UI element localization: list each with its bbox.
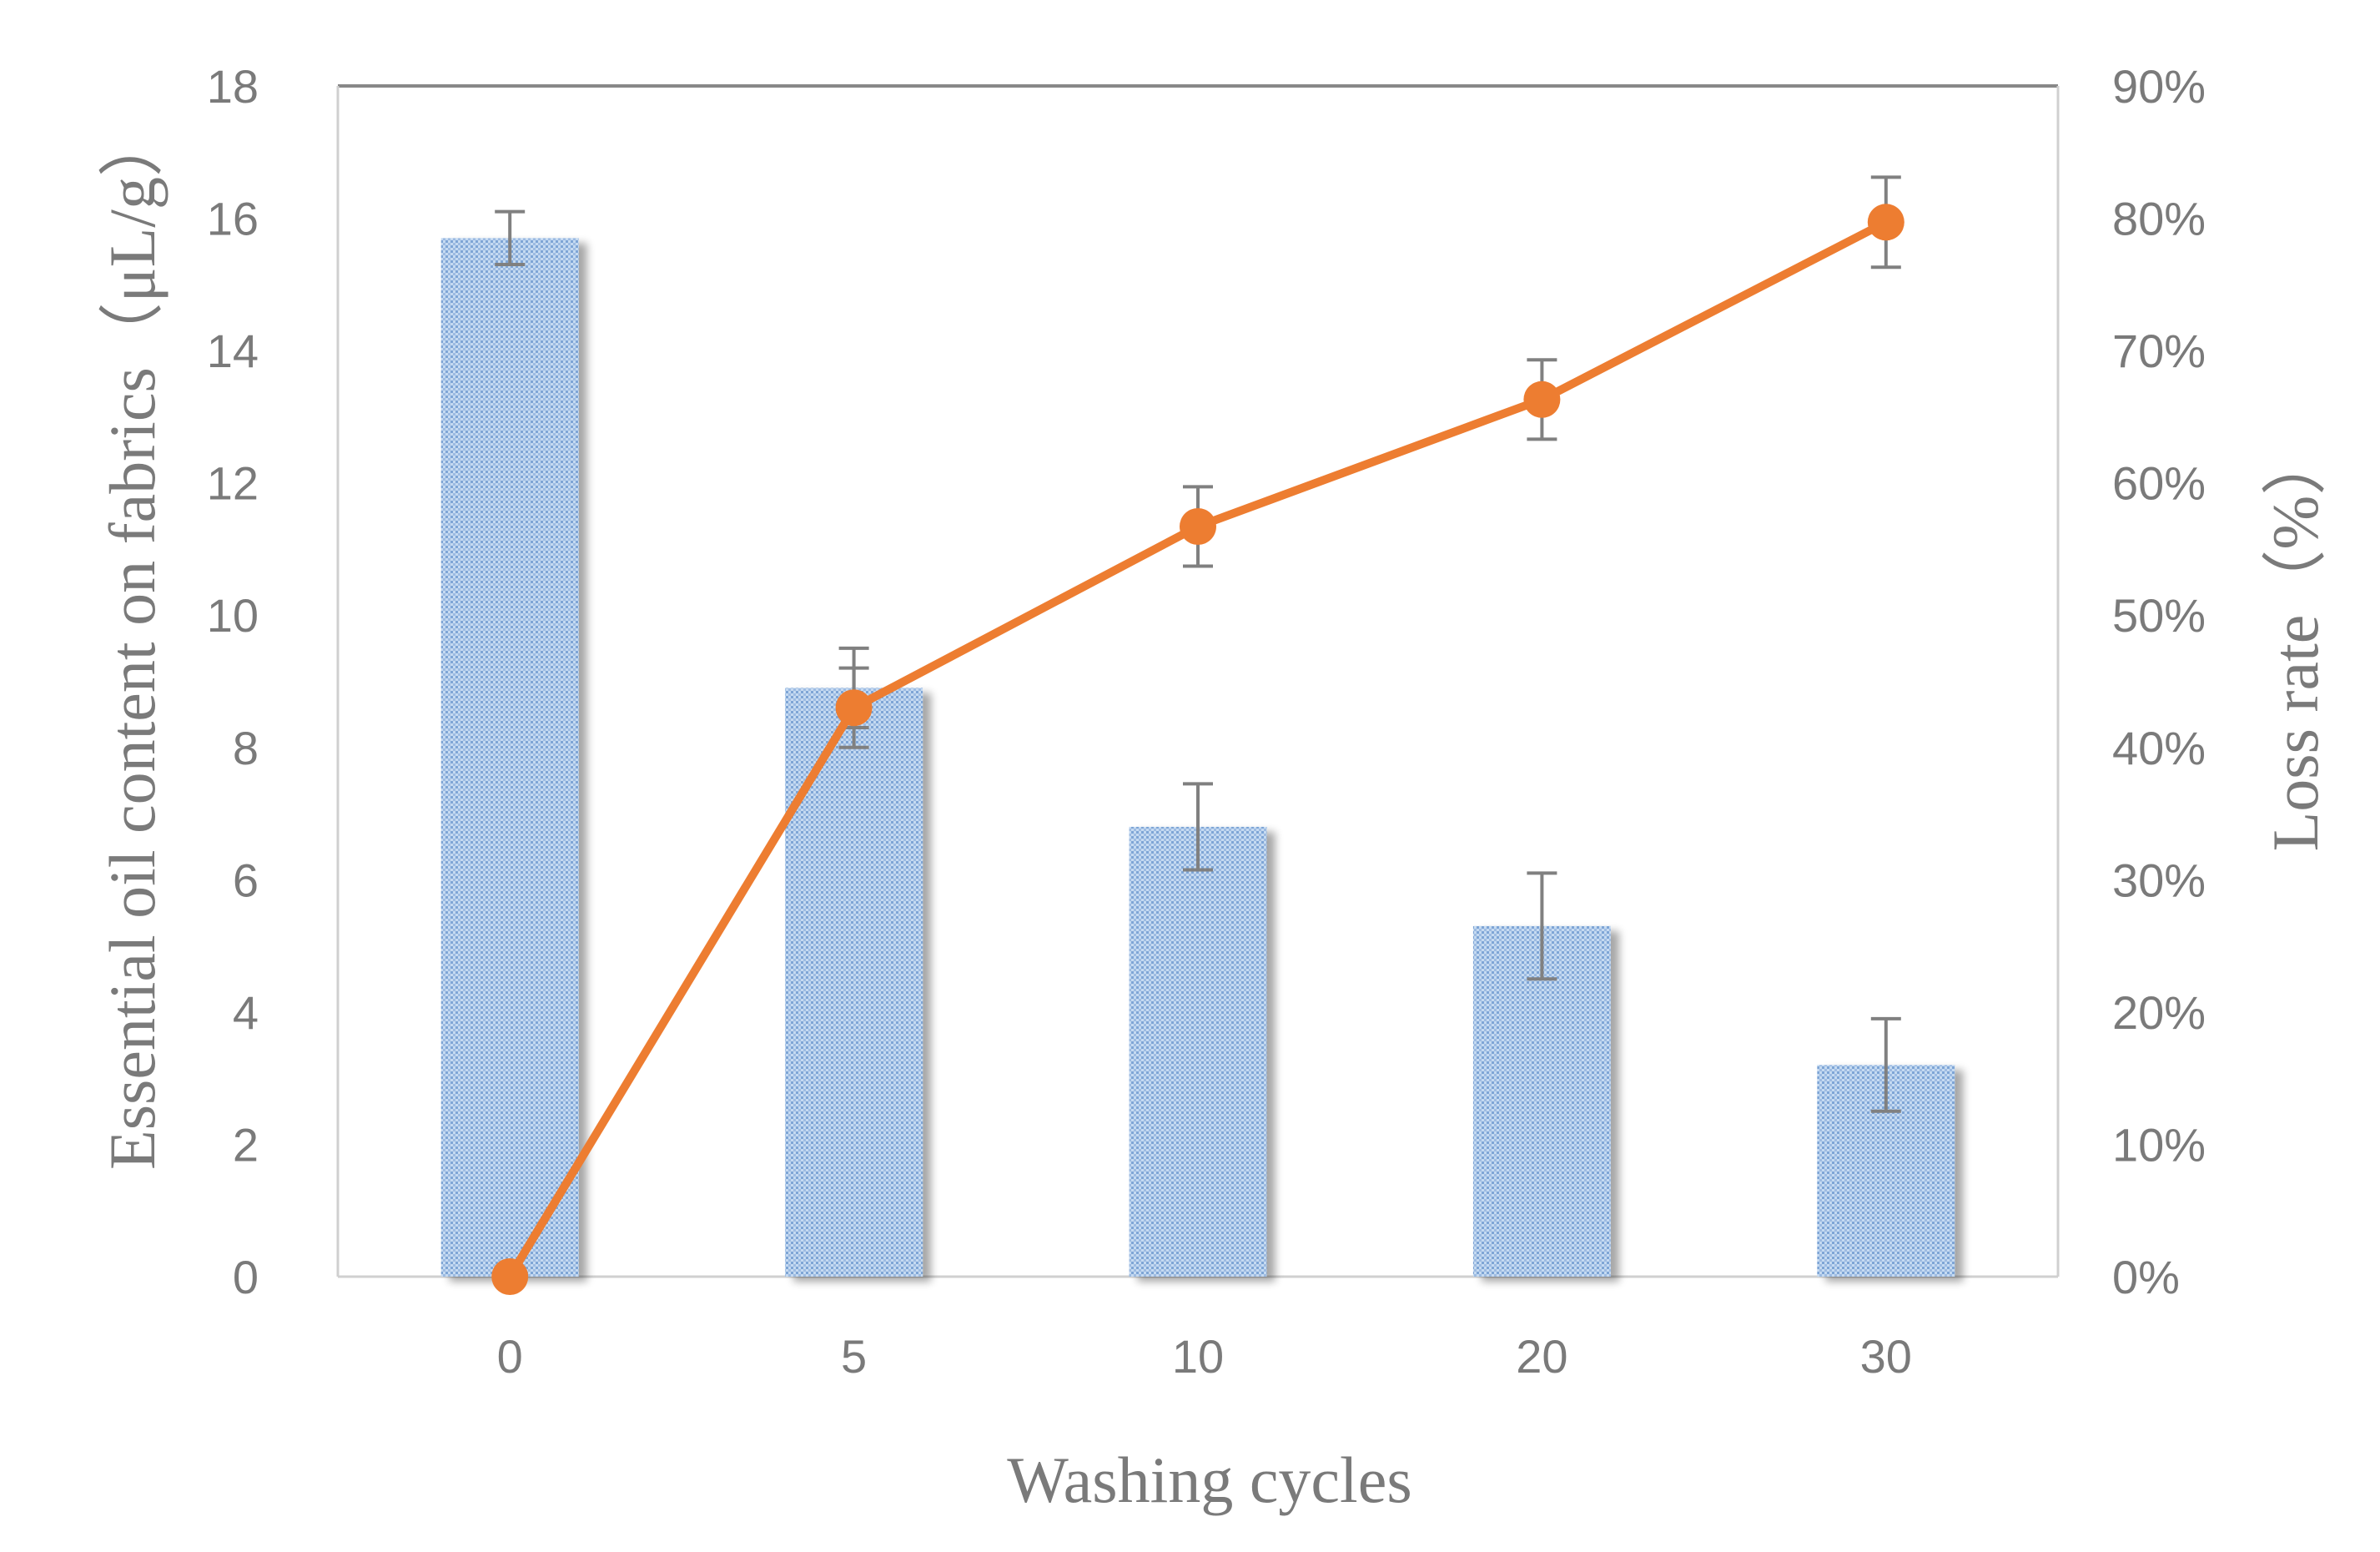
left-y-axis-title: Essential oil content on fabrics（μL/g）	[96, 112, 169, 1170]
right-y-tick-label: 60%	[2112, 457, 2206, 510]
loss-rate-point	[1867, 204, 1905, 241]
loss-rate-point	[491, 1258, 529, 1295]
loss-rate-point	[1180, 507, 1216, 545]
right-y-tick-label: 80%	[2112, 193, 2206, 245]
tick-labels: 0 2 4 6 8 10 12 14 16 18 0% 10% 20% 30% 40% 50% 60% 70% 80…	[207, 60, 2206, 1383]
right-y-tick-label: 70%	[2112, 325, 2206, 377]
loss-rate-series	[491, 175, 1905, 1295]
left-y-tick-label: 2	[233, 1118, 259, 1171]
left-y-tick-label: 10	[207, 589, 259, 642]
right-y-tick-label: 90%	[2112, 60, 2206, 113]
x-tick-label: 10	[1172, 1330, 1224, 1383]
bar	[440, 238, 579, 1277]
bar-error-bar	[495, 209, 526, 267]
x-tick-label: 30	[1860, 1330, 1912, 1383]
bar	[1129, 826, 1267, 1277]
left-y-tick-label: 8	[233, 722, 259, 774]
right-y-tick-label: 20%	[2112, 986, 2206, 1039]
left-y-tick-label: 16	[207, 193, 259, 245]
right-y-tick-label: 0%	[2112, 1251, 2180, 1303]
bar	[785, 688, 923, 1277]
bar	[1472, 925, 1611, 1277]
bars	[440, 238, 1955, 1277]
left-y-tick-label: 14	[207, 325, 259, 377]
loss-rate-point	[1523, 380, 1561, 418]
right-y-axis-title: Loss rate（%）	[2259, 431, 2332, 852]
left-y-tick-label: 6	[233, 854, 259, 906]
left-y-tick-label: 18	[207, 60, 259, 113]
left-y-tick-label: 12	[207, 457, 259, 510]
left-y-tick-label: 4	[233, 986, 259, 1039]
x-tick-label: 5	[841, 1330, 867, 1383]
left-y-tick-label: 0	[233, 1251, 259, 1303]
bar-error-bar	[1183, 782, 1213, 872]
x-axis-title: Washing cycles	[1007, 1444, 1411, 1516]
bar-error-bar	[1527, 871, 1557, 981]
x-tick-label: 0	[497, 1330, 523, 1383]
right-y-tick-label: 50%	[2112, 589, 2206, 642]
loss-rate-point	[835, 689, 873, 727]
right-y-tick-label: 40%	[2112, 722, 2206, 774]
right-y-tick-label: 10%	[2112, 1118, 2206, 1171]
right-y-tick-label: 30%	[2112, 854, 2206, 906]
x-tick-label: 20	[1516, 1330, 1567, 1383]
bar-error-bar	[1870, 1016, 1901, 1113]
